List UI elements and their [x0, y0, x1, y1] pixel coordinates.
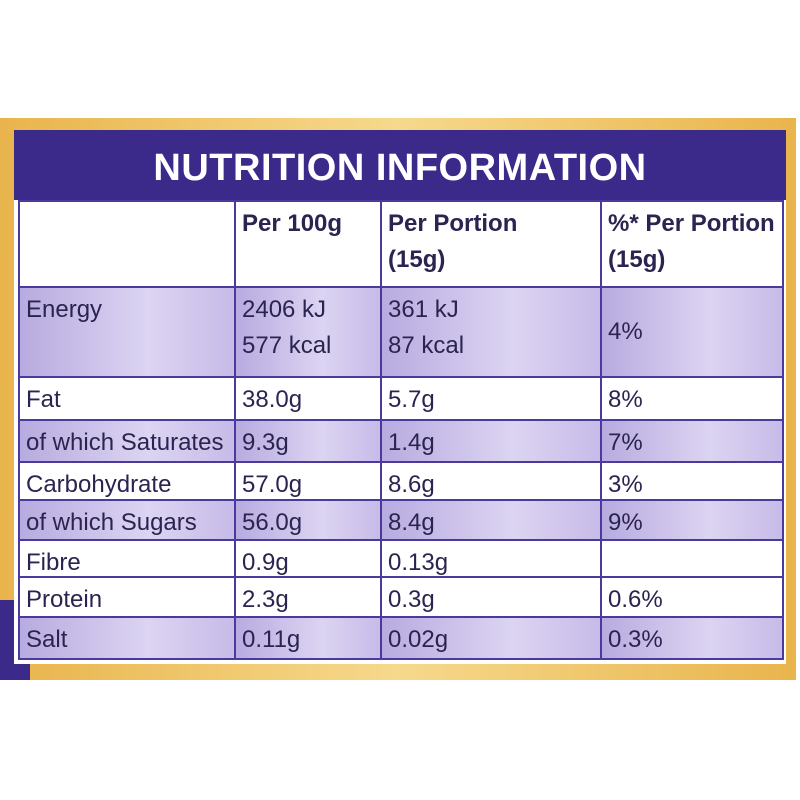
value-cell: 0.3g	[380, 576, 602, 618]
cell-text: Fat	[26, 386, 61, 413]
cell-text: 577 kcal	[242, 332, 332, 359]
row-label: of which Saturates	[18, 419, 236, 463]
value-cell: 8.4g	[380, 499, 602, 541]
cell-text: 8.6g	[388, 471, 435, 498]
value-cell: 0.6%	[600, 576, 784, 618]
value-cell: 0.13g	[380, 539, 602, 578]
cell-text: Protein	[26, 586, 103, 613]
cell-text: 56.0g	[242, 509, 303, 536]
row-label: Fat	[18, 376, 236, 421]
cell-text: of which Saturates	[26, 429, 224, 456]
header-cell: %* Per Portion (15g)	[600, 200, 784, 288]
value-cell: 2406 kJ 577 kcal	[234, 286, 382, 378]
value-cell: 1.4g	[380, 419, 602, 463]
cell-text: Per Portion	[388, 210, 518, 237]
cell-text: Carbohydrate	[26, 471, 172, 498]
row-label: Carbohydrate	[18, 461, 236, 501]
cell-text: 361 kJ	[388, 296, 459, 323]
cell-text: 9.3g	[242, 429, 289, 456]
row-label: Salt	[18, 616, 236, 660]
cell-text: 3%	[608, 471, 643, 498]
cell-text: (15g)	[608, 246, 666, 273]
cell-text: Per 100g	[242, 210, 343, 237]
header-cell: Per Portion (15g)	[380, 200, 602, 288]
cell-text: 8%	[608, 386, 643, 413]
cell-text: 0.11g	[242, 626, 301, 653]
row-label: of which Sugars	[18, 499, 236, 541]
cell-text: 2406 kJ	[242, 296, 327, 323]
cell-text: 4%	[608, 318, 643, 345]
value-cell: 9%	[600, 499, 784, 541]
row-label: Energy	[18, 286, 236, 378]
cell-text: 0.13g	[388, 549, 449, 576]
value-cell: 2.3g	[234, 576, 382, 618]
value-cell: 8.6g	[380, 461, 602, 501]
cell-text: 0.9g	[242, 549, 289, 576]
value-cell: 38.0g	[234, 376, 382, 421]
value-cell: 9.3g	[234, 419, 382, 463]
value-cell: 0.02g	[380, 616, 602, 660]
cell-text: 8.4g	[388, 509, 435, 536]
cell-text: Fibre	[26, 549, 81, 576]
cell-text: Salt	[26, 626, 68, 653]
cell-text: 1.4g	[388, 429, 435, 456]
value-cell: 57.0g	[234, 461, 382, 501]
cell-text: 0.02g	[388, 626, 449, 653]
header-cell: Per 100g	[234, 200, 382, 288]
cell-text: 0.3%	[608, 626, 663, 653]
value-cell: 0.11g	[234, 616, 382, 660]
cell-text: 9%	[608, 509, 643, 536]
cell-text: 5.7g	[388, 386, 435, 413]
cell-text: of which Sugars	[26, 509, 197, 536]
nutrition-panel: NUTRITION INFORMATION Per 100g Per Portio…	[14, 130, 786, 664]
cell-text: %* Per Portion	[608, 210, 775, 237]
value-cell: 0.3%	[600, 616, 784, 660]
value-cell	[600, 539, 784, 578]
cell-text: 57.0g	[242, 471, 303, 498]
value-cell: 5.7g	[380, 376, 602, 421]
value-cell: 4%	[600, 286, 784, 378]
value-cell: 361 kJ 87 kcal	[380, 286, 602, 378]
value-cell: 56.0g	[234, 499, 382, 541]
title: NUTRITION INFORMATION	[14, 130, 786, 200]
value-cell: 7%	[600, 419, 784, 463]
cell-text: 2.3g	[242, 586, 289, 613]
cell-text: 0.6%	[608, 586, 663, 613]
cell-text: 87 kcal	[388, 332, 465, 359]
cell-text: 0.3g	[388, 586, 435, 613]
value-cell: 3%	[600, 461, 784, 501]
value-cell: 0.9g	[234, 539, 382, 578]
header-cell	[18, 200, 236, 288]
cell-text: 38.0g	[242, 386, 303, 413]
cell-text: (15g)	[388, 246, 446, 273]
cell-text: Energy	[26, 296, 103, 323]
row-label: Fibre	[18, 539, 236, 578]
value-cell: 8%	[600, 376, 784, 421]
row-label: Protein	[18, 576, 236, 618]
cell-text: 7%	[608, 429, 643, 456]
